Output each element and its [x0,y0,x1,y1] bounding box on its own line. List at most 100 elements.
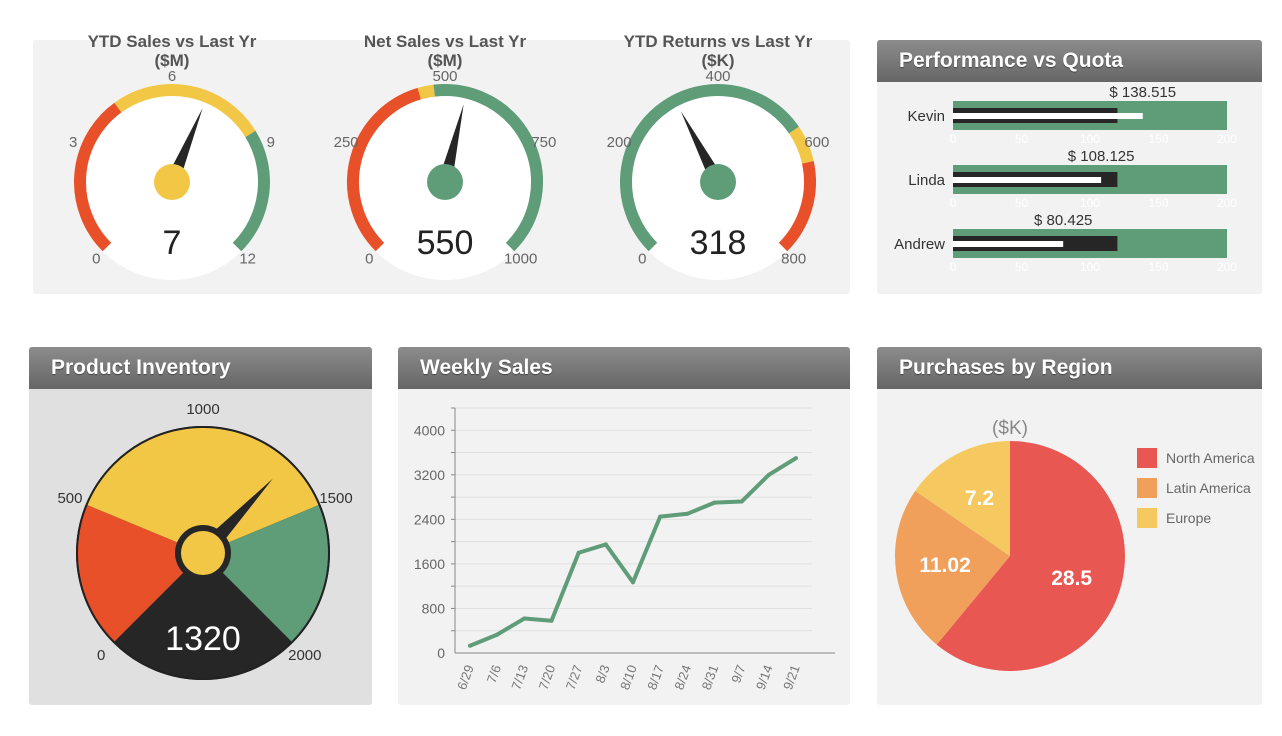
data-point [685,511,690,516]
inventory-hub [181,531,225,575]
region-title: Purchases by Region [877,347,1262,389]
x-tick-label: 9/21 [780,663,803,692]
legend-label: Latin America [1166,480,1251,496]
gauge-band [788,126,814,164]
gauge-tick-label: 500 [432,68,457,85]
data-point [576,550,581,555]
axis-tick-label: 0 [950,132,957,146]
axis-tick-label: 150 [1148,260,1168,274]
weekly-sales-title: Weekly Sales [398,347,850,389]
data-point [468,643,472,648]
gauge-tick-label: 1000 [504,251,537,268]
x-tick-label: 8/10 [617,663,640,692]
legend-label: North America [1166,450,1255,466]
x-tick-label: 7/27 [563,663,586,692]
data-point [522,616,527,621]
axis-tick-label: 50 [1015,260,1029,274]
gauge-unit: ($K) [701,51,734,70]
gauge-title: YTD Sales vs Last Yr [88,32,257,51]
gauge-value: 7 [163,224,182,262]
pie-subtitle: ($K) [992,418,1028,439]
x-tick-label: 8/24 [671,663,694,692]
legend-label: Europe [1166,510,1211,526]
pie-slice [915,441,1010,556]
performance-title: Performance vs Quota [877,40,1262,82]
pie-slice [936,441,1125,671]
inventory-tick-label: 500 [57,490,82,507]
x-tick-label: 9/14 [753,663,776,692]
data-point [603,542,608,547]
x-tick-label: 6/29 [454,663,477,692]
gauge-band [417,84,436,100]
performer-name: Andrew [894,236,945,253]
gauge-tick-label: 0 [638,251,646,268]
inventory-rim [76,426,330,680]
inventory-value: 1320 [165,620,241,658]
pie-slice-label: 11.02 [919,554,970,577]
gauge-tick-label: 12 [239,251,256,268]
inventory-band [77,504,203,643]
x-tick-label: 7/13 [508,663,531,692]
gauge-tick-label: 200 [607,134,632,151]
gauge-tick-label: 800 [781,251,806,268]
gauge-hub [427,164,463,200]
gauge-band [778,161,816,252]
y-tick-label: 0 [437,645,445,661]
data-point [739,499,744,504]
inventory-band [86,427,320,553]
pie-slice [895,490,1010,645]
gauge-unit: ($M) [428,51,463,70]
y-tick-label: 3200 [414,467,445,483]
actual-bar [953,241,1064,247]
gauge-band [433,84,543,252]
inventory-tick-label: 2000 [288,647,321,664]
y-tick-label: 1600 [414,556,445,572]
performer-name: Kevin [907,108,945,125]
data-point [712,500,717,505]
pie-slice-label: 7.2 [965,487,994,510]
actual-bar [953,113,1143,119]
gauge-tick-label: 250 [334,134,359,151]
data-point [495,632,500,637]
axis-tick-label: 200 [1217,260,1237,274]
gauge-tick-label: 6 [168,68,176,85]
gauge-band [114,84,256,138]
actual-value-label: $ 108.125 [1068,148,1135,165]
legend-swatch [1137,478,1157,498]
gauge-band [74,102,122,252]
axis-tick-label: 150 [1148,196,1168,210]
data-point [794,456,798,461]
gauge-tick-label: 0 [365,251,373,268]
axis-tick-label: 150 [1148,132,1168,146]
axis-tick-label: 50 [1015,132,1029,146]
legend-swatch [1137,448,1157,468]
inventory-tick-label: 1500 [319,490,352,507]
actual-value-label: $ 80.425 [1034,212,1092,229]
axis-tick-label: 100 [1080,260,1100,274]
x-tick-label: 7/20 [536,663,559,692]
axis-tick-label: 50 [1015,196,1029,210]
gauge-value: 550 [417,224,474,262]
axis-tick-label: 100 [1080,196,1100,210]
data-point [631,580,635,585]
axis-tick-label: 100 [1080,132,1100,146]
axis-tick-label: 0 [950,260,957,274]
gauge-tick-label: 600 [804,134,829,151]
data-point [658,514,663,519]
axis-tick-label: 0 [950,196,957,210]
x-tick-label: 8/31 [699,663,722,692]
gauge-hub [700,164,736,200]
gauge-title: YTD Returns vs Last Yr [624,32,813,51]
sales-line [469,456,798,648]
gauge-tick-label: 750 [531,134,556,151]
performer-name: Linda [908,172,945,189]
axis-tick-label: 200 [1217,196,1237,210]
gauge-band [620,84,799,252]
actual-value-label: $ 138.515 [1109,84,1176,101]
inventory-tick-label: 1000 [186,401,219,418]
gauge-unit: ($M) [155,51,190,70]
data-point [766,472,771,477]
axis-tick-label: 200 [1217,132,1237,146]
gauge-tick-label: 9 [267,134,275,151]
gauge-needle [438,104,464,184]
